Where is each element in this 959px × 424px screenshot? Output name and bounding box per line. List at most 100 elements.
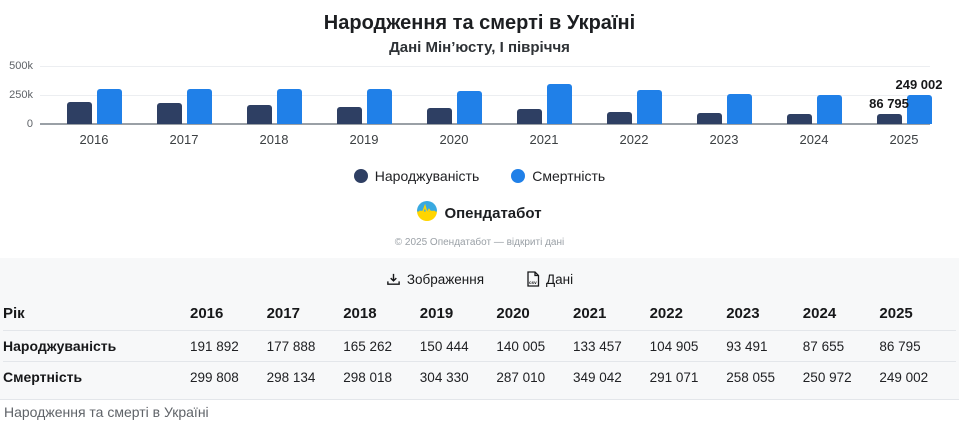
legend-dot-births bbox=[353, 169, 368, 183]
opendatabot-logo-text: Опендатабот bbox=[444, 205, 542, 222]
copyright-text: © 2025 Опендатабот — відкриті дані bbox=[394, 237, 565, 248]
bar-group-2016: 2016 bbox=[49, 66, 139, 147]
y-axis: 500k 250k 0 bbox=[0, 60, 33, 130]
bar-group-2020: 2020 bbox=[409, 66, 499, 147]
x-tick-2025: 2025 bbox=[889, 132, 919, 147]
table-cell: 93 491 bbox=[726, 338, 768, 354]
legend-label-deaths: Смертність bbox=[532, 168, 606, 184]
table-cell: 133 457 bbox=[572, 338, 622, 354]
chart-subtitle: Дані Мін’юсту, І півріччя bbox=[389, 39, 570, 56]
bar-2020-births bbox=[426, 108, 452, 124]
table-header-cell: 2021 bbox=[572, 305, 607, 322]
table-header-cell: 2023 bbox=[726, 305, 760, 322]
legend-item-deaths[interactable]: Смертність bbox=[511, 168, 605, 184]
table-header-cell: 2016 bbox=[190, 305, 224, 322]
bar-group-2018: 2018 bbox=[229, 66, 319, 147]
bar-2017-deaths bbox=[186, 89, 212, 124]
x-tick-2021: 2021 bbox=[529, 132, 559, 147]
opendatabot-logo-icon bbox=[417, 201, 438, 226]
table-row-label: Народжуваність bbox=[3, 338, 117, 354]
data-table: Рік 2016 2017 2018 2019 2020 2021 2022 2023 2024 2… bbox=[0, 297, 959, 392]
table-row: Народжуваність 191 892 177 888 165 262 150 4… bbox=[3, 330, 956, 361]
opendatabot-brand[interactable]: Опендатабот bbox=[0, 201, 959, 226]
x-tick-2016: 2016 bbox=[79, 132, 109, 147]
bar-group-2024: 2024 bbox=[769, 66, 859, 147]
x-tick-2024: 2024 bbox=[799, 132, 829, 147]
chart-legend: Народжуваність Смертність bbox=[0, 168, 959, 184]
table-cell: 298 134 bbox=[266, 369, 316, 385]
bar-group-2022: 2022 bbox=[589, 66, 679, 147]
bar-2016-births bbox=[66, 102, 92, 124]
bar-2021-deaths bbox=[546, 84, 572, 124]
x-tick-2019: 2019 bbox=[349, 132, 379, 147]
x-axis-baseline bbox=[40, 123, 930, 125]
table-cell: 86 795 bbox=[879, 338, 921, 354]
bar-2023-births bbox=[696, 113, 722, 124]
table-cell: 104 905 bbox=[649, 338, 699, 354]
x-tick-2022: 2022 bbox=[619, 132, 649, 147]
x-tick-2017: 2017 bbox=[169, 132, 199, 147]
chart-title: Народження та смерті в Україні bbox=[323, 12, 636, 34]
table-header-cell: 2024 bbox=[802, 305, 837, 322]
y-tick-0: 0 bbox=[26, 118, 33, 130]
x-tick-2018: 2018 bbox=[259, 132, 289, 147]
table-cell: 165 262 bbox=[343, 338, 392, 354]
table-header-cell: 2020 bbox=[496, 305, 530, 322]
bar-group-2023: 2023 bbox=[679, 66, 769, 147]
bar-2022-births bbox=[606, 112, 632, 124]
bar-2018-deaths bbox=[276, 89, 302, 124]
svg-text:csv: csv bbox=[529, 280, 537, 285]
table-header-cell: Рік bbox=[3, 305, 25, 322]
csv-file-icon: csv bbox=[526, 271, 540, 287]
table-cell: 87 655 bbox=[802, 338, 845, 354]
legend-label-births: Народжуваність bbox=[374, 168, 480, 184]
bar-2025-births bbox=[876, 114, 902, 124]
bar-2024-births bbox=[786, 114, 812, 124]
y-tick-250k: 250k bbox=[9, 89, 33, 101]
gridline-250k bbox=[40, 95, 930, 96]
table-cell: 291 071 bbox=[649, 369, 699, 385]
bar-2023-deaths bbox=[726, 94, 752, 124]
bar-2022-deaths bbox=[636, 90, 662, 124]
table-cell: 150 444 bbox=[419, 338, 469, 354]
table-cell: 287 010 bbox=[496, 369, 546, 385]
table-cell: 258 055 bbox=[726, 369, 775, 385]
bar-2016-deaths bbox=[96, 89, 122, 124]
table-row-label: Смертність bbox=[3, 369, 83, 385]
bar-value-label: 86 795 bbox=[869, 96, 909, 111]
table-cell: 250 972 bbox=[802, 369, 852, 385]
table-header-cell: 2025 bbox=[879, 305, 913, 322]
footer-bar: Народження та смерті в Україні bbox=[0, 399, 959, 424]
table-header-cell: 2017 bbox=[266, 305, 300, 322]
bar-2019-births bbox=[336, 107, 362, 124]
legend-item-births[interactable]: Народжуваність bbox=[353, 168, 480, 184]
actions-row: Зображення csv Дані bbox=[0, 258, 959, 287]
table-cell: 177 888 bbox=[266, 338, 316, 354]
table-header-cell: 2018 bbox=[343, 305, 377, 322]
table-cell: 304 330 bbox=[419, 369, 469, 385]
bar-2017-births bbox=[156, 103, 182, 124]
table-row: Смертність 299 808 298 134 298 018 304 330 28… bbox=[3, 361, 956, 392]
table-cell: 140 005 bbox=[496, 338, 546, 354]
bar-2021-births bbox=[516, 109, 542, 124]
data-panel: Зображення csv Дані Рік 2016 2017 2018 2019 2… bbox=[0, 258, 959, 399]
footer-title: Народження та смерті в Україні bbox=[4, 404, 209, 420]
bar-group-2021: 2021 bbox=[499, 66, 589, 147]
download-data-label: Дані bbox=[546, 271, 574, 287]
bar-2024-deaths bbox=[816, 95, 842, 124]
bar-2020-deaths bbox=[456, 91, 482, 124]
bar-group-2019: 2019 bbox=[319, 66, 409, 147]
bar-group-2017: 2017 bbox=[139, 66, 229, 147]
download-data-button[interactable]: csv Дані bbox=[526, 271, 573, 287]
plot-area: 2016 2017 2018 2019 2020 2021 2022 2023 2024 86 7… bbox=[40, 66, 959, 147]
download-image-button[interactable]: Зображення bbox=[386, 272, 484, 287]
download-image-label: Зображення bbox=[406, 271, 485, 287]
bar-groups: 2016 2017 2018 2019 2020 2021 2022 2023 2024 86 7… bbox=[49, 66, 949, 147]
x-tick-2023: 2023 bbox=[709, 132, 739, 147]
download-icon bbox=[386, 272, 401, 287]
gridline-500k bbox=[40, 66, 930, 67]
bar-2025-deaths bbox=[906, 95, 932, 124]
table-header-row: Рік 2016 2017 2018 2019 2020 2021 2022 2023 2024 2… bbox=[3, 297, 956, 330]
table-cell: 191 892 bbox=[190, 338, 239, 354]
